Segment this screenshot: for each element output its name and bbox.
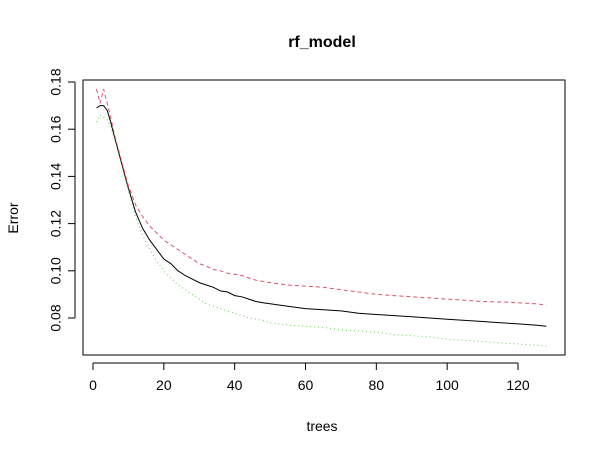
- series-line-1: [96, 105, 547, 327]
- x-tick-label: 0: [89, 377, 97, 393]
- y-axis-label: Error: [5, 202, 21, 233]
- x-tick-label: 60: [298, 377, 314, 393]
- series-layer: [96, 88, 547, 347]
- series-line-2: [96, 88, 547, 306]
- y-tick-label: 0.10: [48, 257, 64, 284]
- x-axis-label: trees: [306, 418, 337, 434]
- x-tick-label: 40: [227, 377, 243, 393]
- y-tick-label: 0.14: [48, 163, 64, 190]
- series-line-3: [96, 114, 547, 347]
- x-tick-label: 20: [156, 377, 172, 393]
- x-tick-label: 120: [506, 377, 530, 393]
- y-tick-label: 0.12: [48, 210, 64, 237]
- y-axis: 0.08 0.10 0.12 0.14 0.16 0.18: [48, 68, 76, 332]
- x-tick-label: 100: [435, 377, 459, 393]
- y-tick-label: 0.08: [48, 304, 64, 331]
- x-tick-label: 80: [369, 377, 385, 393]
- y-tick-label: 0.18: [48, 68, 64, 95]
- chart-title: rf_model: [288, 34, 356, 51]
- plot-frame: [82, 79, 566, 356]
- y-tick-label: 0.16: [48, 115, 64, 142]
- x-axis: 0 20 40 60 80 100 120: [89, 362, 530, 393]
